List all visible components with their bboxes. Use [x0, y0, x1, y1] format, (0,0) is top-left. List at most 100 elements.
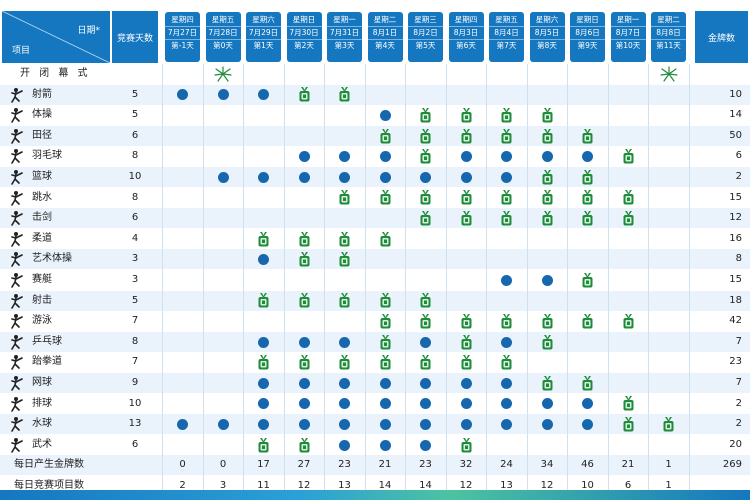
date-column-header: 星期五 8月4日 第7天	[489, 12, 524, 62]
competition-dot	[379, 377, 391, 389]
gold-medal-total: 2	[735, 171, 742, 182]
sport-row	[0, 373, 750, 393]
sport-name: 跳水	[32, 191, 52, 203]
competition-dot	[501, 377, 512, 389]
summary-value: 27	[297, 459, 311, 471]
footer-banner	[0, 490, 750, 500]
competition-days: 5	[131, 294, 139, 306]
competition-dot	[420, 419, 431, 430]
summary-value: 11	[257, 480, 270, 491]
column-divider	[486, 64, 487, 490]
gold-medal-total: 2	[735, 418, 742, 430]
gold-medal-icon	[542, 190, 552, 205]
gold-medal-icon	[339, 252, 350, 267]
day-index: 第4天	[375, 41, 395, 50]
competition-dot	[339, 171, 350, 183]
gold-medal-icon	[461, 334, 471, 350]
fireworks-icon	[659, 66, 678, 82]
day-index: 第1天	[253, 41, 274, 50]
gold-medal-total: 16	[729, 232, 742, 244]
gold-medal-icon	[299, 355, 309, 370]
competition-dot	[258, 377, 269, 389]
gold-medal-icon	[420, 190, 431, 205]
judo-icon	[11, 231, 23, 247]
day-index: 第10天	[615, 41, 641, 50]
summary-value: 32	[459, 459, 473, 471]
water-polo-icon	[11, 417, 23, 432]
gold-medal-icon	[299, 231, 309, 247]
gold-medal-icon	[582, 314, 593, 329]
competition-days: 6	[131, 438, 139, 450]
summary-value: 10	[581, 480, 594, 491]
gold-medal-icon	[623, 314, 633, 329]
competition-days: 10	[128, 397, 142, 409]
sport-name: 排球	[32, 397, 52, 409]
top-strip	[0, 0, 750, 10]
sport-name: 乒乓球	[32, 335, 62, 347]
gold-medal-icon	[339, 355, 350, 370]
sport-row	[0, 270, 750, 290]
gold-medal-icon	[299, 437, 309, 453]
gymnastics-icon	[11, 108, 23, 123]
day-index: 第3天	[334, 41, 355, 50]
summary-value: 0	[179, 459, 186, 471]
sport-row	[0, 414, 750, 435]
date-value: 8月6日	[570, 27, 605, 40]
gold-medal-icon	[623, 190, 633, 205]
gold-medal-icon	[582, 169, 593, 185]
gold-medal-icon	[339, 87, 350, 102]
fencing-icon	[11, 211, 23, 226]
gold-medal-icon	[623, 211, 633, 226]
date-value: 8月4日	[489, 27, 524, 40]
sport-row	[0, 146, 750, 167]
competition-dot	[501, 274, 512, 286]
competition-days: 7	[131, 356, 139, 368]
weekday-label: 星期日	[286, 14, 322, 27]
weekday-label: 星期五	[489, 14, 524, 27]
sport-row	[0, 331, 750, 352]
weekday-label: 星期四	[165, 14, 200, 27]
sport-row	[0, 208, 750, 229]
summary-value: 1	[665, 480, 672, 491]
summary-value: 12	[540, 480, 554, 491]
gold-medal-icon	[582, 375, 593, 391]
summary-value: 24	[500, 459, 513, 471]
competition-dot	[460, 398, 472, 410]
summary-value: 46	[581, 459, 594, 471]
gold-medal-total: 12	[729, 212, 742, 224]
competition-dot	[379, 110, 391, 121]
competition-dot	[460, 377, 472, 389]
competition-dot	[298, 398, 310, 410]
day-index: 第6天	[456, 41, 476, 50]
sport-name: 水球	[32, 418, 52, 430]
archery-icon	[11, 87, 23, 103]
gold-medal-icon	[461, 190, 471, 205]
competition-days: 6	[131, 212, 139, 224]
gold-medal-icon	[258, 355, 269, 370]
competition-dot	[460, 171, 472, 183]
gold-medal-icon	[542, 334, 552, 350]
competition-dot	[258, 254, 269, 266]
column-divider	[405, 64, 406, 490]
gold-medal-icon	[420, 314, 431, 329]
competition-days: 4	[131, 232, 139, 244]
sport-name: 柔道	[32, 232, 52, 244]
date-label: 日期*	[77, 26, 100, 36]
gold-medal-icon	[582, 128, 593, 144]
rhythmic-gymnastics-icon	[11, 252, 23, 268]
sport-name: 赛艇	[32, 274, 52, 285]
taekwondo-icon	[11, 355, 23, 371]
gold-medal-total: 20	[729, 438, 742, 450]
day-index: 第0天	[213, 41, 233, 50]
sport-row	[0, 228, 750, 249]
gold-medal-total: 23	[729, 356, 742, 368]
table-tennis-icon	[11, 334, 23, 350]
date-column-header: 星期六 7月29日 第1天	[246, 12, 281, 62]
column-divider	[324, 64, 325, 490]
badminton-icon	[11, 149, 23, 165]
date-value: 7月27日	[165, 27, 200, 40]
column-divider	[648, 64, 649, 490]
weekday-label: 星期日	[570, 14, 605, 27]
gold-medal-icon	[501, 190, 512, 205]
date-column-header: 星期二 8月1日 第4天	[367, 12, 403, 62]
